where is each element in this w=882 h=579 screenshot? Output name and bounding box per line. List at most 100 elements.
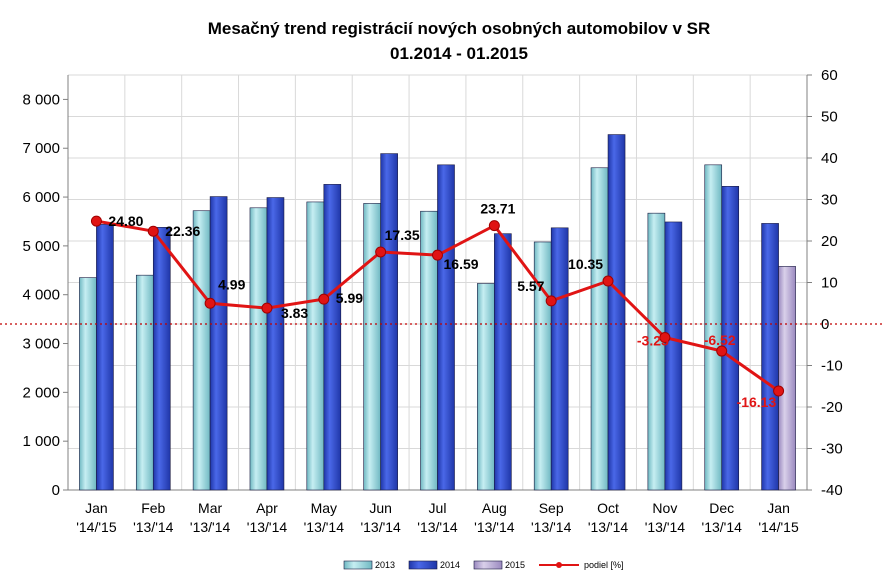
bar-2013 <box>79 277 97 491</box>
left-axis-tick-label: 3 000 <box>22 336 60 353</box>
share-point <box>602 275 614 287</box>
category-label-month: Sep <box>539 500 564 516</box>
bar-2014 <box>607 134 626 491</box>
share-data-label: 24.80 <box>108 213 143 229</box>
category-label-month: May <box>311 500 337 516</box>
bar-2014 <box>761 223 779 491</box>
share-data-label: 16.59 <box>444 256 479 272</box>
share-data-label: 5.57 <box>517 278 544 294</box>
chart-subtitle: 01.2014 - 01.2015 <box>390 44 528 63</box>
bar-2013 <box>306 201 325 491</box>
legend-label-2014: 2014 <box>440 560 460 570</box>
bar-2014 <box>323 184 342 491</box>
bar-2013 <box>192 210 211 491</box>
share-point <box>90 215 102 227</box>
bar-2013 <box>590 167 609 491</box>
category-label-month: Jul <box>429 500 447 516</box>
share-data-label: 3.83 <box>281 305 308 321</box>
bar-2013 <box>647 212 666 491</box>
category-label-month: Apr <box>256 500 278 516</box>
bar-2014 <box>266 197 285 491</box>
plot-area: 0 1 000 2 000 3 000 4 000 5 000 6 000 7 000 8 00… <box>0 67 882 535</box>
category-label-period: '13/'14 <box>702 519 743 535</box>
right-axis-tick-label: 50 <box>821 109 838 126</box>
category-label-period: '14/'15 <box>758 519 799 535</box>
left-axis-tick-label: 7 000 <box>22 140 60 157</box>
share-point <box>773 385 785 397</box>
legend-swatch-2013 <box>343 560 373 570</box>
bar-2014 <box>437 164 455 491</box>
bar-2014 <box>721 186 740 491</box>
share-data-label: 23.71 <box>480 201 515 217</box>
bar-2014 <box>96 224 114 491</box>
category-label-period: '13/'14 <box>360 519 401 535</box>
share-data-label: 22.36 <box>165 223 200 239</box>
category-label-period: '13/'14 <box>133 519 174 535</box>
legend: 2013 2014 2015 podiel [%] <box>343 560 624 570</box>
share-point <box>659 331 671 343</box>
category-label-month: Jan <box>767 500 790 516</box>
category-label-month: Aug <box>482 500 507 516</box>
category-label-period: '13/'14 <box>190 519 231 535</box>
category-label-month: Oct <box>597 500 619 516</box>
left-axis-tick-label: 6 000 <box>22 189 60 206</box>
category-label-period: '13/'14 <box>304 519 345 535</box>
legend-label-2013: 2013 <box>375 560 395 570</box>
category-label-period: '13/'14 <box>247 519 288 535</box>
right-axis-tick-label: -40 <box>821 482 843 499</box>
left-axis-tick-label: 0 <box>52 482 60 499</box>
left-axis-tick-label: 2 000 <box>22 384 60 401</box>
category-label-month: Feb <box>141 500 165 516</box>
category-label-period: '13/'14 <box>588 519 629 535</box>
right-axis-tick-label: 10 <box>821 275 838 292</box>
category-label-month: Nov <box>652 500 677 516</box>
share-point <box>318 293 330 305</box>
left-axis-tick-label: 1 000 <box>22 433 60 450</box>
share-point <box>375 246 387 258</box>
category-label-month: Jan <box>85 500 108 516</box>
share-point <box>716 345 728 357</box>
legend-swatch-2015 <box>473 560 503 570</box>
bar-2014 <box>380 153 398 491</box>
share-point <box>545 295 557 307</box>
legend-swatch-2014 <box>408 560 438 570</box>
share-point <box>432 249 443 261</box>
share-data-label: 5.99 <box>336 290 363 306</box>
share-data-label: 10.35 <box>568 256 603 272</box>
share-data-label: -6.52 <box>704 332 736 348</box>
bar-2013 <box>363 203 381 491</box>
bar-2013 <box>249 207 268 491</box>
category-label-month: Jun <box>369 500 392 516</box>
category-label-period: '13/'14 <box>531 519 572 535</box>
legend-label-2015: 2015 <box>505 560 525 570</box>
share-data-label: 4.99 <box>218 276 245 292</box>
category-label-period: '13/'14 <box>645 519 686 535</box>
bar-2014 <box>550 227 569 491</box>
right-axis-tick-label: 60 <box>821 67 838 84</box>
share-point <box>261 302 273 314</box>
share-data-label: -3.25 <box>637 332 669 348</box>
right-axis-tick-label: 40 <box>821 150 838 167</box>
share-point <box>488 220 500 232</box>
share-data-label: -16.13 <box>737 394 777 410</box>
chart-title: Mesačný trend registrácií nových osobnýc… <box>208 19 711 38</box>
category-label-period: '13/'14 <box>474 519 515 535</box>
category-label-period: '14/'15 <box>76 519 117 535</box>
bar-2014 <box>209 196 228 491</box>
legend-label-share: podiel [%] <box>584 560 624 570</box>
right-axis-tick-label: -30 <box>821 441 843 458</box>
right-axis-tick-label: 30 <box>821 192 838 209</box>
bar-2013 <box>704 164 723 491</box>
left-axis-tick-label: 5 000 <box>22 238 60 255</box>
right-axis-tick-label: -20 <box>821 399 843 416</box>
category-label-month: Dec <box>709 500 734 516</box>
left-axis-tick-label: 4 000 <box>22 287 60 304</box>
bar-2014 <box>494 233 512 491</box>
bar-2014 <box>664 221 683 491</box>
category-label-month: Mar <box>198 500 222 516</box>
bar-2014 <box>152 227 171 491</box>
legend-swatch-marker <box>556 562 562 568</box>
right-axis-tick-label: 20 <box>821 233 838 250</box>
